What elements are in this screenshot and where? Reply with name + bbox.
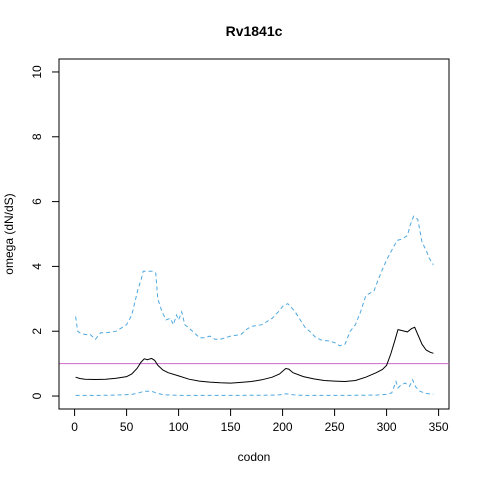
y-tick-label: 2 <box>30 328 44 335</box>
x-tick-label: 250 <box>325 420 345 434</box>
series-line-lower <box>75 378 434 396</box>
y-tick-label: 4 <box>30 263 44 270</box>
series-line-mean <box>75 326 434 384</box>
x-tick-label: 0 <box>71 420 78 434</box>
x-axis: 0 50 100 150 200 250 300 350 <box>71 408 449 434</box>
x-tick-label: 50 <box>120 420 134 434</box>
y-tick-label: 10 <box>30 65 44 79</box>
y-tick-label: 6 <box>30 198 44 205</box>
y-tick-label: 8 <box>30 133 44 140</box>
y-axis: 0 2 4 6 8 10 <box>30 65 60 399</box>
chart-title: Rv1841c <box>226 23 283 39</box>
series-layer <box>75 215 434 396</box>
x-tick-label: 200 <box>273 420 293 434</box>
x-tick-label: 150 <box>221 420 241 434</box>
y-tick-label: 0 <box>30 392 44 399</box>
x-tick-label: 350 <box>429 420 449 434</box>
x-tick-label: 300 <box>377 420 397 434</box>
series-line-upper <box>75 215 434 347</box>
x-tick-label: 100 <box>169 420 189 434</box>
y-axis-label: omega (dN/dS) <box>2 193 16 274</box>
x-axis-label: codon <box>238 450 271 464</box>
